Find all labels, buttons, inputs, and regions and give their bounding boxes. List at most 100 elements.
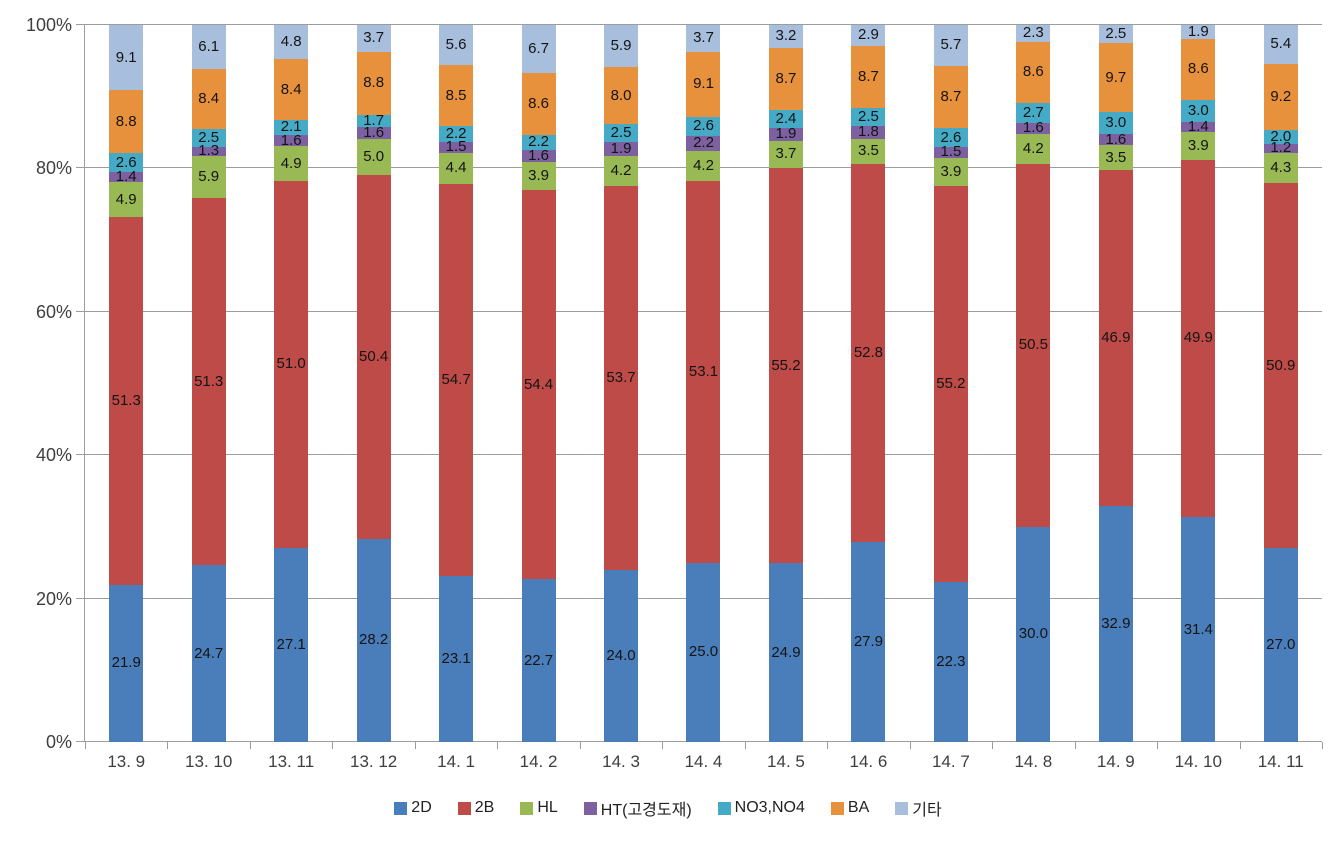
data-label-HT(고경도재): 1.2: [1270, 139, 1292, 157]
y-axis-tick: [76, 597, 85, 599]
data-label-NO3,NO4: 2.5: [198, 128, 220, 146]
data-label-HT(고경도재): 1.6: [1105, 130, 1127, 148]
data-label-2B: 54.7: [441, 371, 471, 389]
stacked-bar: [274, 25, 309, 742]
data-label-2B: 50.4: [359, 347, 389, 365]
data-label-2D: 25.0: [688, 643, 719, 661]
data-label-HL: 3.5: [1105, 148, 1127, 166]
data-label-HT(고경도재): 1.9: [610, 140, 632, 158]
bar-segment-2B: [686, 181, 721, 563]
stacked-bar: [851, 25, 886, 742]
data-label-기타: 2.9: [857, 26, 879, 44]
data-label-기타: 2.3: [1022, 24, 1044, 42]
bar-segment-2B: [768, 167, 803, 564]
bar-segment-HT(고경도재): [274, 134, 309, 147]
x-axis-label-13. 10: 13. 10: [185, 752, 233, 771]
x-axis-label-14. 3: 14. 3: [602, 752, 640, 771]
data-label-HL: 4.9: [280, 154, 302, 172]
data-label-2D: 30.0: [1018, 625, 1048, 643]
stacked-bar: [1016, 25, 1051, 742]
data-label-기타: 5.4: [1270, 35, 1292, 53]
data-label-2B: 46.9: [1101, 329, 1131, 347]
legend-label-HT(고경도재): HT(고경도재): [600, 802, 692, 819]
data-label-NO3,NO4: 2.1: [280, 118, 302, 136]
data-label-HL: 4.2: [693, 157, 714, 175]
bar-segment-2B: [933, 185, 968, 582]
data-label-BA: 8.5: [445, 86, 467, 104]
bar-segment-기타: [1098, 25, 1133, 43]
x-axis-tick: [1322, 742, 1323, 749]
bar-segment-HL: [1263, 152, 1298, 184]
data-label-2B: 51.3: [194, 372, 224, 390]
bar-segment-기타: [1016, 25, 1051, 42]
y-axis-tick-label: 20%: [35, 588, 72, 609]
data-label-기타: 6.7: [528, 39, 549, 57]
bar-segment-NO3,NO4: [521, 134, 556, 151]
data-label-기타: 5.7: [940, 36, 962, 54]
bar-segment-BA: [1181, 38, 1216, 101]
legend-label-NO3,NO4: NO3,NO4: [734, 799, 805, 816]
data-label-NO3,NO4: 2.6: [693, 117, 714, 135]
bar-segment-HT(고경도재): [439, 141, 474, 153]
bar-segment-HT(고경도재): [686, 135, 721, 152]
data-label-BA: 8.7: [940, 88, 962, 106]
data-label-2B: 55.2: [771, 356, 801, 374]
bar-segment-기타: [1181, 25, 1216, 39]
bar-segment-NO3,NO4: [109, 153, 144, 172]
x-axis-tick: [992, 742, 994, 749]
stacked-bar: [1181, 25, 1216, 742]
bar-column-14. 8: 30.0 50.5 4.2 1.6 2.7 8.6 2.3: [992, 25, 1074, 742]
x-axis-label-14. 1: 14. 1: [437, 752, 475, 771]
bar-segment-BA: [109, 90, 144, 154]
x-axis-label-14. 9: 14. 9: [1096, 752, 1135, 771]
data-label-2B: 49.9: [1183, 329, 1213, 347]
data-label-BA: 8.0: [610, 86, 632, 104]
data-label-HT(고경도재): 1.6: [528, 147, 549, 165]
bar-segment-2B: [274, 181, 309, 548]
x-axis-tick: [579, 742, 581, 749]
bar-segment-HT(고경도재): [851, 126, 886, 139]
data-label-2D: 24.0: [606, 647, 636, 665]
data-label-BA: 9.2: [1270, 87, 1292, 105]
bar-segment-2B: [109, 217, 144, 585]
bar-segment-HT(고경도재): [191, 146, 226, 156]
legend-swatch-BA: [830, 801, 844, 815]
legend-label-2D: 2D: [411, 799, 432, 816]
bar-segment-2D: [274, 547, 309, 742]
bar-column-13. 12: 28.2 50.4 5.0 1.6 1.7 8.8 3.7: [332, 25, 414, 742]
legend-item-HT(고경도재): HT(고경도재): [583, 796, 692, 820]
bar-segment-기타: [109, 25, 144, 91]
data-label-HL: 4.3: [1270, 159, 1292, 177]
bar-segment-HT(고경도재): [1098, 133, 1133, 146]
y-axis-tick-label: 40%: [35, 445, 72, 466]
x-axis-tick: [909, 742, 911, 749]
data-label-2B: 51.0: [276, 355, 306, 373]
data-label-2D: 27.9: [853, 633, 884, 651]
bar-segment-기타: [521, 25, 556, 73]
y-axis-tick: [76, 741, 85, 742]
legend-item-기타: 기타: [895, 796, 942, 820]
data-label-BA: 8.8: [115, 112, 137, 130]
data-label-2B: 54.4: [523, 375, 554, 393]
data-label-기타: 1.9: [1187, 22, 1209, 40]
bar-segment-HL: [933, 157, 968, 186]
x-axis-label-14. 4: 14. 4: [684, 752, 723, 771]
x-axis-tick: [1157, 742, 1159, 749]
bar-segment-BA: [686, 51, 721, 117]
bar-segment-HL: [1098, 145, 1133, 171]
data-label-HL: 3.9: [528, 166, 549, 184]
data-label-HL: 5.9: [198, 168, 220, 186]
data-label-2B: 55.2: [936, 374, 966, 392]
bar-segment-HL: [439, 152, 474, 185]
data-label-2D: 23.1: [441, 650, 471, 668]
data-label-NO3,NO4: 3.0: [1105, 114, 1127, 132]
bar-segment-BA: [851, 45, 886, 109]
data-label-2D: 27.0: [1266, 636, 1296, 654]
stacked-bar: [1263, 25, 1298, 742]
data-label-BA: 8.6: [1187, 60, 1209, 78]
data-label-기타: 3.2: [775, 27, 797, 45]
x-axis-label-14. 7: 14. 7: [931, 752, 970, 771]
stacked-bar: [356, 25, 391, 742]
legend-swatch-2D: [394, 801, 408, 815]
stacked-bar: [521, 25, 556, 742]
